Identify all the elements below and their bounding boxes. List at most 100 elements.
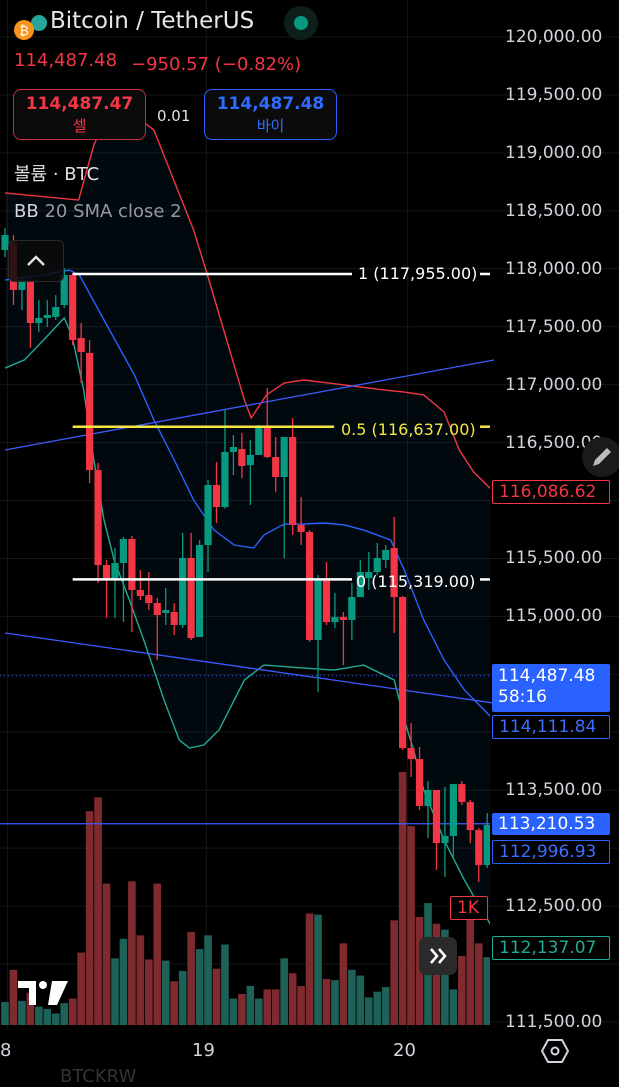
volume-bar	[85, 811, 94, 1025]
price-change: −950.57 (−0.82%)	[131, 54, 302, 75]
scroll-to-realtime-button[interactable]	[419, 937, 457, 975]
candle-body	[52, 307, 60, 317]
candle-body	[94, 470, 102, 566]
candle-body	[60, 275, 68, 306]
y-tick-label: 118,500.00	[505, 200, 603, 221]
candle-body	[331, 616, 339, 623]
candle-body	[373, 557, 381, 573]
candle-body	[399, 597, 407, 749]
bar-countdown: 58:16	[498, 687, 547, 707]
candle-body	[475, 830, 483, 866]
candle-body	[43, 314, 51, 319]
volume-bar	[390, 920, 398, 1025]
candle-body	[424, 789, 432, 806]
collapse-legend-button[interactable]	[8, 240, 64, 282]
volume-bar	[348, 969, 356, 1025]
bb-legend[interactable]: BB 20 SMA close 2	[14, 201, 182, 222]
candle-body	[365, 572, 373, 579]
y-tick-label: 117,000.00	[505, 374, 603, 395]
candle-body	[145, 595, 153, 604]
volume-bar	[68, 998, 77, 1025]
volume-bar	[221, 944, 229, 1025]
candle-body	[390, 548, 398, 598]
settings-hexagon-icon[interactable]	[540, 1036, 570, 1066]
volume-bar	[161, 960, 170, 1025]
volume-bar	[474, 943, 483, 1025]
volume-bar	[458, 956, 466, 1025]
tether-icon	[31, 15, 47, 31]
volume-legend[interactable]: 볼륨 · BTC	[14, 164, 100, 185]
volume-bar	[364, 997, 373, 1025]
volume-bar	[322, 979, 331, 1025]
candle-body	[86, 353, 94, 471]
volume-bar	[246, 985, 255, 1025]
drawing-tools-button[interactable]	[582, 437, 619, 477]
volume-bar	[1, 1002, 9, 1025]
candle-body	[432, 789, 441, 844]
volume-bar	[314, 914, 322, 1025]
spread-value: 0.01	[157, 107, 191, 125]
volume-bar	[60, 1003, 69, 1025]
volume-bar	[102, 883, 111, 1025]
tradingview-logo-icon[interactable]	[16, 978, 70, 1008]
candle-body	[35, 318, 43, 323]
sell-price: 114,487.47	[25, 94, 134, 114]
fib-level-05-label: 0.5 (116,637.00)	[341, 420, 476, 439]
candle-body	[348, 597, 356, 620]
volume-bar	[305, 913, 314, 1025]
volume-bar	[407, 826, 415, 1025]
y-tick-label: 111,500.00	[505, 1011, 603, 1032]
y-tick-label: 112,500.00	[505, 896, 603, 917]
buy-button[interactable]: 114,487.48 바이	[204, 89, 337, 140]
candle-body	[1, 235, 9, 250]
candle-body	[272, 457, 280, 477]
bollinger-band-fill	[5, 100, 490, 924]
volume-bar	[381, 987, 390, 1025]
volume-bar	[77, 952, 85, 1025]
volume-bar	[339, 943, 348, 1025]
candle-body	[466, 802, 474, 831]
y-tick-label: 117,500.00	[505, 316, 603, 337]
chevron-up-icon	[27, 255, 45, 266]
candle-body	[69, 275, 77, 341]
volume-bar	[178, 970, 187, 1025]
candle-body	[483, 824, 490, 866]
volume-bar	[26, 992, 35, 1025]
y-tick-label: 115,500.00	[505, 548, 603, 569]
y-tick-label: 113,500.00	[505, 780, 603, 801]
candle-body	[136, 589, 144, 597]
candle-body	[26, 281, 34, 323]
volume-bar	[483, 957, 490, 1025]
volume-bar	[187, 931, 195, 1025]
bb-basis-line	[4, 269, 490, 717]
volume-bar	[119, 938, 128, 1025]
volume-bar	[255, 998, 263, 1025]
bb-name: BB	[14, 201, 39, 222]
volume-bar	[204, 935, 212, 1025]
x-tick-label: 8	[0, 1040, 12, 1061]
candle-body	[314, 580, 322, 641]
candle-body	[170, 611, 178, 625]
candle-body	[246, 454, 254, 466]
market-open-dot-icon	[284, 6, 318, 40]
symbol-title[interactable]: Bitcoin / TetherUS	[50, 8, 255, 34]
volume-bar	[280, 958, 288, 1025]
volume-bar	[35, 1006, 43, 1025]
candle-body	[280, 437, 288, 477]
candle-body	[322, 580, 331, 623]
volume-bar	[238, 993, 246, 1025]
y-tick-label: 119,000.00	[505, 142, 603, 163]
candle-body	[187, 557, 195, 639]
sell-button[interactable]: 114,487.47 셀	[13, 89, 146, 140]
last-price: 114,487.48	[14, 50, 118, 71]
volume-bar	[170, 981, 178, 1025]
y-tick-label: 119,500.00	[505, 84, 603, 105]
volume-bar	[288, 973, 297, 1025]
y-tick-label: 120,000.00	[505, 27, 603, 47]
candle-body	[382, 550, 390, 560]
candle-body	[195, 545, 204, 638]
sell-label: 셀	[72, 117, 87, 135]
volume-bar	[153, 883, 162, 1025]
y-tick-label: 116,500.00	[505, 432, 603, 453]
svg-text:₿: ₿	[19, 24, 29, 39]
